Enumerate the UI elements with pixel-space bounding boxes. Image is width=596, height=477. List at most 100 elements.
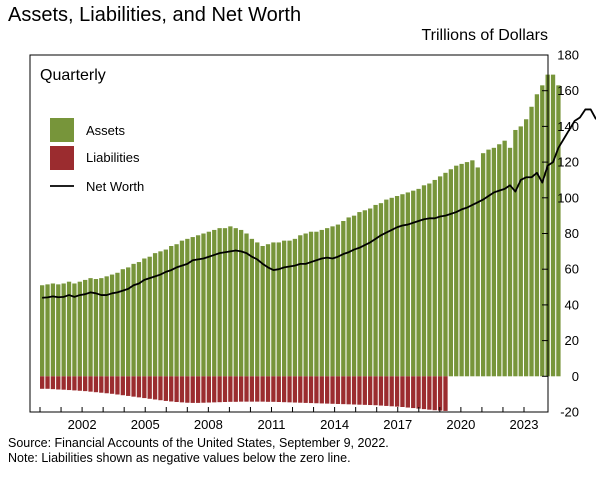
liabilities-bar bbox=[303, 376, 308, 403]
assets-bar bbox=[249, 238, 255, 377]
assets-bar bbox=[40, 285, 45, 377]
assets-bar bbox=[394, 196, 400, 377]
assets-bar bbox=[104, 276, 109, 377]
assets-bar bbox=[222, 228, 228, 377]
assets-bar bbox=[206, 231, 212, 377]
y-tick-label: 60 bbox=[565, 262, 579, 277]
assets-bar bbox=[314, 231, 319, 377]
liabilities-bar bbox=[50, 376, 56, 390]
assets-bar bbox=[556, 85, 561, 377]
legend: Quarterly Assets Liabilities Net Worth bbox=[40, 67, 144, 194]
liabilities-bar bbox=[373, 376, 378, 406]
legend-label-liabilities: Liabilities bbox=[86, 150, 140, 165]
x-tick-label: 2002 bbox=[68, 417, 97, 432]
liabilities-bar bbox=[238, 376, 244, 402]
liabilities-bar bbox=[314, 376, 319, 404]
assets-bar bbox=[437, 176, 443, 377]
assets-bar bbox=[109, 274, 115, 377]
liabilities-bar bbox=[244, 376, 249, 402]
assets-bar bbox=[448, 169, 454, 377]
liabilities-bar bbox=[368, 376, 373, 406]
liabilities-bar bbox=[158, 376, 163, 401]
assets-bar bbox=[282, 240, 287, 377]
liabilities-bar bbox=[351, 376, 357, 405]
liabilities-bar bbox=[206, 376, 212, 403]
legend-label-net-worth: Net Worth bbox=[86, 179, 144, 194]
assets-bar bbox=[163, 249, 168, 377]
assets-bar bbox=[325, 228, 330, 377]
assets-bar bbox=[540, 85, 545, 377]
liabilities-bar bbox=[287, 376, 292, 403]
assets-bar bbox=[502, 140, 507, 377]
liabilities-bar bbox=[298, 376, 303, 403]
units-label: Trillions of Dollars bbox=[421, 27, 548, 44]
net-worth-line-group bbox=[42, 108, 596, 299]
assets-bar bbox=[45, 284, 50, 377]
assets-bar bbox=[513, 129, 518, 377]
assets-bar bbox=[351, 215, 357, 377]
liabilities-bar bbox=[201, 376, 206, 403]
chart-notes: Source: Financial Accounts of the United… bbox=[8, 436, 389, 466]
liabilities-bar bbox=[384, 376, 389, 406]
assets-bar bbox=[142, 258, 147, 377]
y-tick-label: 40 bbox=[565, 297, 579, 312]
liabilities-bar bbox=[126, 376, 131, 396]
liabilities-bar bbox=[56, 376, 61, 390]
assets-bar bbox=[88, 278, 93, 377]
liabilities-bar bbox=[104, 376, 109, 394]
assets-bar bbox=[66, 281, 72, 377]
y-tick-label: 100 bbox=[557, 190, 579, 205]
assets-bar bbox=[158, 251, 163, 377]
assets-bar bbox=[529, 106, 534, 377]
assets-bar bbox=[497, 144, 502, 377]
assets-bar bbox=[427, 183, 432, 377]
assets-bar bbox=[255, 242, 260, 377]
assets-bar bbox=[357, 212, 362, 377]
assets-bar bbox=[292, 238, 298, 377]
assets-bar bbox=[534, 94, 540, 377]
liabilities-bar bbox=[163, 376, 168, 401]
liabilities-bar bbox=[99, 376, 104, 393]
assets-bar bbox=[228, 226, 233, 377]
liabilities-bar bbox=[325, 376, 330, 404]
assets-bar bbox=[83, 279, 88, 377]
assets-bar bbox=[405, 192, 410, 377]
assets-bar bbox=[287, 240, 292, 377]
y-axis: -20 0 20 40 60 80 100 120 140 160 180 bbox=[542, 48, 579, 420]
y-tick-label: 160 bbox=[557, 83, 579, 98]
liabilities-bar bbox=[61, 376, 66, 390]
legend-label-assets: Assets bbox=[86, 123, 126, 138]
liabilities-bar bbox=[136, 376, 142, 398]
liabilities-bar bbox=[265, 376, 271, 402]
liabilities-bar bbox=[319, 376, 324, 404]
x-tick-label: 2017 bbox=[383, 417, 412, 432]
liabilities-bar bbox=[66, 376, 72, 391]
x-tick-label: 2011 bbox=[257, 417, 285, 432]
liabilities-bar bbox=[174, 376, 179, 402]
assets-bar bbox=[486, 149, 491, 377]
assets-bar bbox=[524, 119, 529, 377]
y-tick-label: 0 bbox=[572, 369, 579, 384]
assets-bar bbox=[341, 221, 346, 377]
x-tick-label: 2023 bbox=[510, 417, 539, 432]
assets-bar bbox=[152, 253, 158, 377]
assets-bar bbox=[378, 203, 384, 377]
liabilities-bar bbox=[260, 376, 265, 402]
liabilities-bar bbox=[222, 376, 228, 402]
assets-bar bbox=[346, 217, 351, 377]
x-tick-label: 2014 bbox=[320, 417, 349, 432]
liabilities-bar bbox=[341, 376, 346, 405]
y-tick-label: 80 bbox=[565, 226, 579, 241]
assets-bar bbox=[147, 256, 152, 377]
liabilities-bar bbox=[330, 376, 335, 404]
assets-bar bbox=[265, 244, 271, 377]
liabilities-bar bbox=[120, 376, 125, 396]
liabilities-bar bbox=[443, 376, 448, 411]
assets-bar bbox=[271, 242, 276, 377]
assets-bar bbox=[308, 231, 314, 377]
liabilities-bar bbox=[255, 376, 260, 402]
assets-bar bbox=[136, 262, 142, 377]
assets-bar bbox=[459, 163, 464, 377]
assets-bar bbox=[464, 162, 470, 377]
liabilities-note: Note: Liabilities shown as negative valu… bbox=[8, 451, 351, 465]
